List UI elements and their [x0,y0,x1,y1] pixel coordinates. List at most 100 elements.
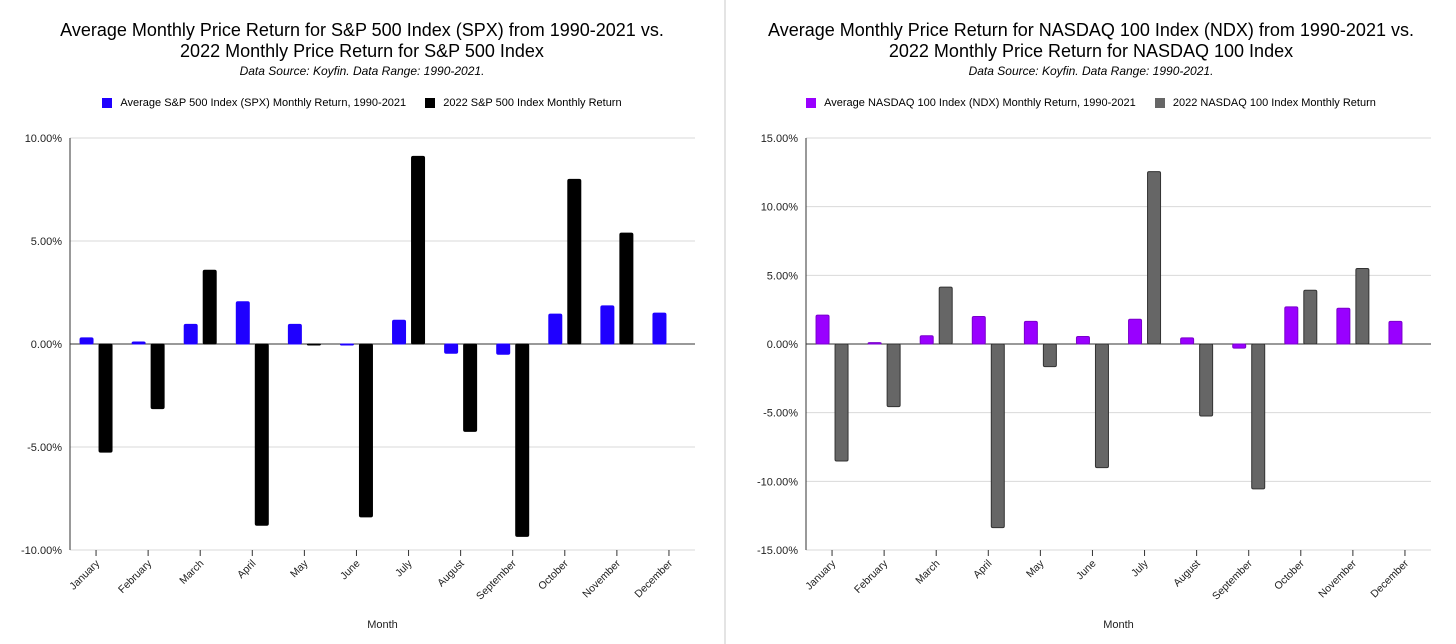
bar [867,342,882,345]
x-tick-label: June [1074,558,1099,583]
chart-title: Average Monthly Price Return for S&P 500… [0,20,724,62]
bar [306,343,321,346]
x-tick-label: October [1272,557,1307,592]
y-tick-label: 5.00% [767,270,798,282]
chart-panel-ndx: Average Monthly Price Return for NASDAQ … [726,0,1456,644]
x-tick-label: April [971,558,994,581]
chart-legend: Average NASDAQ 100 Index (NDX) Monthly R… [726,97,1456,111]
bar [1199,343,1214,417]
legend-label: Average NASDAQ 100 Index (NDX) Monthly R… [824,97,1136,109]
bar [358,343,373,518]
y-tick-label: 15.00% [761,133,799,145]
bar [1303,289,1318,345]
bar [919,335,934,345]
y-tick-label: -5.00% [27,442,62,454]
x-tick-label: June [338,558,363,583]
x-tick-label: November [580,557,623,600]
legend-label: Average S&P 500 Index (SPX) Monthly Retu… [120,97,407,109]
chart-title-line-2: 2022 Monthly Price Return for S&P 500 In… [180,41,544,61]
x-tick-label: August [435,558,467,590]
bar [411,155,426,345]
bar [79,337,94,345]
bar [548,313,563,345]
y-tick-label: 0.00% [31,339,62,351]
x-tick-label: December [1368,557,1411,600]
bar [1355,267,1370,345]
bar [990,343,1005,529]
legend-item-avg[interactable]: Average S&P 500 Index (SPX) Monthly Retu… [102,97,406,109]
legend-label: 2022 S&P 500 Index Monthly Return [443,97,622,109]
bar [183,323,198,345]
bar [600,305,615,345]
bar [392,319,407,345]
y-tick-label: -15.00% [757,545,798,557]
x-tick-label: September [474,557,519,602]
bar [1042,343,1057,368]
chart-subtitle: Data Source: Koyfin. Data Range: 1990-20… [239,64,485,78]
bar [444,343,459,354]
x-tick-label: May [288,557,311,580]
y-tick-label: 10.00% [761,202,799,214]
bar [1180,337,1195,345]
bar [971,316,986,345]
y-tick-label: 5.00% [31,236,62,248]
bar [1128,318,1143,345]
bar [1094,343,1109,469]
bar [515,343,530,537]
y-tick-label: 10.00% [25,133,63,145]
bar-chart-spx: 10.00% 5.00% 0.00% -5.00% -10.00% January Febr… [21,133,695,631]
bar [287,323,302,345]
bar [496,343,511,355]
x-tick-label: September [1210,557,1255,602]
bar [202,269,217,345]
x-tick-label: November [1316,557,1359,600]
bar [815,314,830,345]
y-tick-label: -10.00% [21,545,62,557]
bar [1147,171,1162,345]
x-tick-label: August [1171,558,1203,590]
bar [834,343,849,462]
y-tick-label: -5.00% [763,408,798,420]
x-tick-label: February [852,557,891,596]
bar [235,301,250,345]
legend-swatch [102,98,113,108]
legend-item-avg[interactable]: Average NASDAQ 100 Index (NDX) Monthly R… [806,97,1136,109]
bar [131,341,146,345]
bar [886,343,901,408]
bar [1284,306,1299,345]
bar [150,343,165,410]
bar [1251,343,1266,490]
bar [254,343,269,526]
x-tick-label: July [1129,557,1151,579]
bar [1075,335,1090,345]
x-tick-label: December [632,557,675,600]
bar [1388,320,1403,345]
bar [339,343,354,346]
bar [619,232,634,345]
legend-swatch [1154,98,1165,108]
legend-swatch [806,98,817,108]
x-axis-title: Month [1103,619,1134,631]
legend-swatch [425,98,436,108]
x-tick-label: January [67,557,102,592]
bar [1336,307,1351,345]
x-tick-label: October [536,557,571,592]
x-tick-label: April [235,558,258,581]
x-tick-label: May [1024,557,1047,580]
bar [938,286,953,345]
chart-title-line-2: 2022 Monthly Price Return for NASDAQ 100… [888,41,1294,61]
x-tick-label: February [116,557,155,596]
x-axis-title: Month [367,619,398,631]
bar [1232,343,1247,349]
chart-subtitle: Data Source: Koyfin. Data Range: 1990-20… [968,64,1214,78]
y-tick-label: -10.00% [757,476,798,488]
bar [463,343,478,432]
chart-panel-spx: Average Monthly Price Return for S&P 500… [0,0,724,644]
bar [1023,320,1038,345]
bar-chart-ndx: 15.00% 10.00% 5.00% 0.00% -5.00% -10.00% -15.0… [757,133,1431,631]
chart-title: Average Monthly Price Return for NASDAQ … [726,20,1456,62]
legend-item-2022[interactable]: 2022 S&P 500 Index Monthly Return [425,97,622,109]
bar [652,312,667,345]
bar [98,343,113,453]
legend-item-2022[interactable]: 2022 NASDAQ 100 Index Monthly Return [1154,97,1376,109]
